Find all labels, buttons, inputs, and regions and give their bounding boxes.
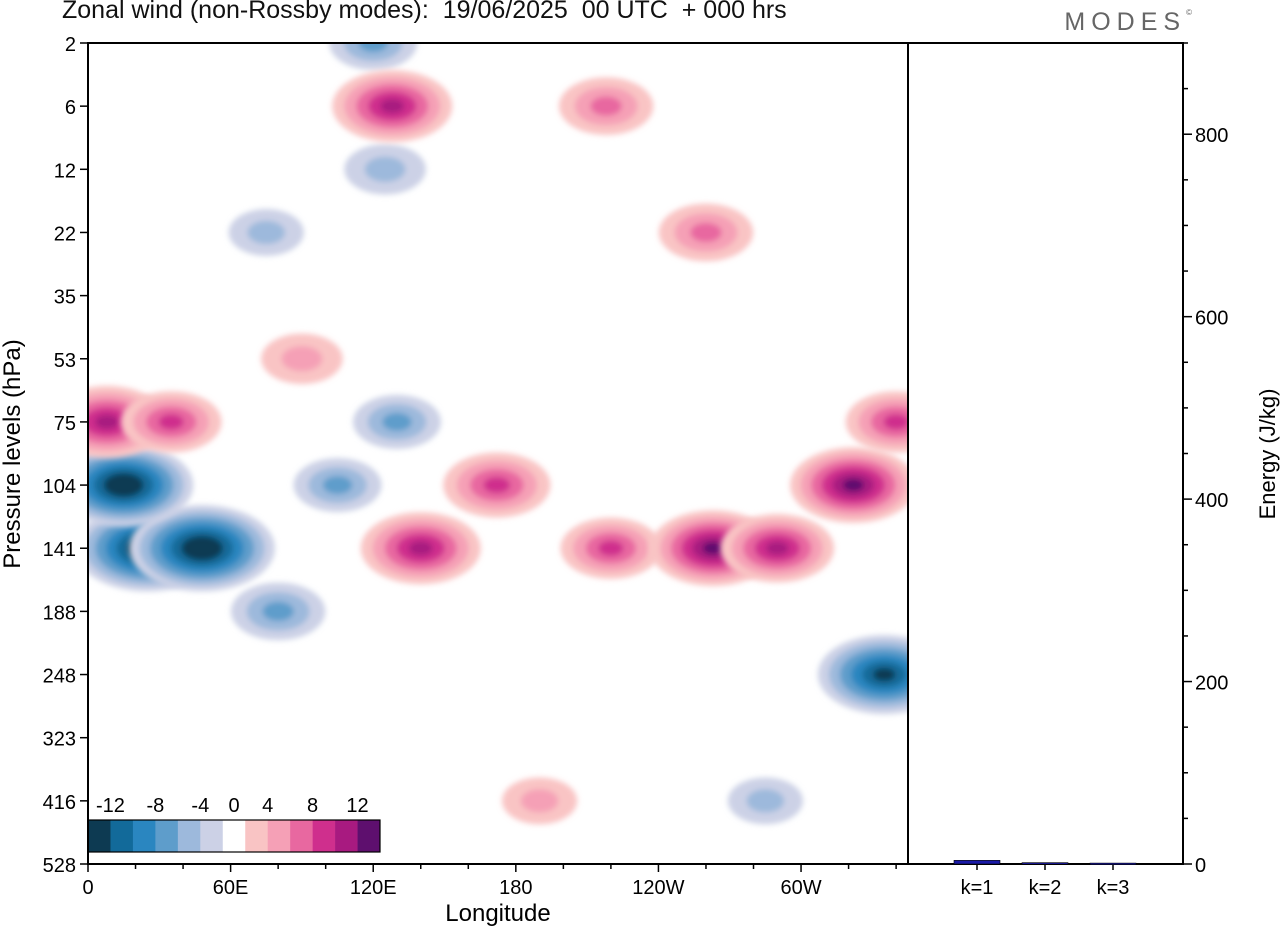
heatmap-feature (790, 447, 908, 523)
heatmap-feature (558, 77, 654, 135)
heatmap-feature (329, 43, 418, 70)
colorbar-label: 0 (228, 795, 239, 817)
energy-tick-label: 0 (1195, 855, 1206, 877)
y-tick-label: 35 (54, 287, 76, 309)
colorbar-swatch (88, 820, 111, 852)
y-tick-label: 141 (43, 539, 76, 561)
x-tick-label: 60W (780, 877, 821, 899)
colorbar-swatch (110, 820, 134, 852)
heatmap-feature (720, 514, 835, 583)
x-tick-label: 180 (499, 877, 532, 899)
heatmap-feature (228, 209, 304, 256)
heatmap-field (88, 43, 908, 825)
heatmap-feature (560, 517, 662, 579)
y-tick-label: 75 (54, 413, 76, 435)
colorbar-swatch (267, 820, 291, 852)
colorbar: -12 -8 -4 0 4 8 12 (86, 782, 382, 856)
colorbar-label: 4 (262, 795, 273, 817)
energy-category-label: k=1 (961, 877, 994, 899)
energy-frame (907, 42, 1184, 865)
colorbar-swatch (335, 820, 358, 852)
heatmap-feature (352, 394, 441, 449)
energy-bars: k=1 k=2 k=3 (953, 860, 1137, 899)
colorbar-label: 12 (346, 795, 368, 817)
colorbar-label: 8 (307, 795, 318, 817)
heatmap-feature (727, 777, 803, 825)
heatmap-feature (88, 443, 194, 527)
y-tick-label: 22 (54, 223, 76, 245)
x-tick-label: 0 (82, 877, 93, 899)
y-tick-label: 323 (43, 729, 76, 751)
energy-category-label: k=3 (1097, 877, 1130, 899)
heatmap-feature (817, 634, 908, 715)
brand-logo: MODES© (1064, 8, 1192, 37)
brand-logo-text: MODES (1064, 8, 1187, 36)
energy-tick-label: 400 (1195, 490, 1228, 512)
y-tick-label: 53 (54, 350, 76, 372)
colorbar-swatch (222, 820, 246, 852)
chart-title: Zonal wind (non-Rossby modes): 19/06/202… (62, 0, 787, 24)
heatmap-feature (129, 505, 275, 592)
colorbar-label: -8 (146, 795, 164, 817)
y-tick-label: 2 (65, 34, 76, 56)
x-axis-label: Longitude (445, 900, 550, 927)
x-tick-label: 60E (213, 877, 249, 899)
colorbar-swatch (312, 820, 336, 852)
energy-tick-label: 800 (1195, 125, 1228, 147)
brand-logo-mark: © (1186, 8, 1192, 17)
heatmap-feature (261, 333, 343, 384)
y-axis-label: Pressure levels (hPa) (0, 339, 26, 568)
colorbar-swatch (200, 820, 224, 852)
colorbar-swatch (290, 820, 313, 852)
heatmap-feature (230, 582, 326, 641)
y-tick-label: 188 (43, 602, 76, 624)
colorbar-swatch (245, 820, 268, 852)
energy-bar (1089, 862, 1137, 865)
y-tick-label: 528 (43, 855, 76, 877)
heatmap-feature (332, 70, 453, 143)
y-tick-label: 12 (54, 160, 76, 182)
heatmap-feature (658, 203, 754, 262)
energy-tick-label: 600 (1195, 308, 1228, 330)
energy-category-label: k=2 (1029, 877, 1062, 899)
heatmap-feature (501, 777, 578, 825)
x-tick-label: 120E (350, 877, 397, 899)
heatmap-feature (360, 512, 481, 585)
colorbar-label: -12 (96, 795, 125, 817)
energy-bar (953, 860, 1001, 865)
colorbar-swatch (155, 820, 179, 852)
y-tick-label: 104 (43, 476, 76, 498)
y-tick-label: 416 (43, 792, 76, 814)
energy-tick-label: 200 (1195, 673, 1228, 695)
y-tick-label: 248 (43, 666, 76, 688)
colorbar-swatch (357, 820, 381, 852)
energy-bar (1021, 862, 1069, 865)
energy-axis-label: Energy (J/kg) (1255, 389, 1280, 520)
colorbar-swatch (132, 820, 156, 852)
x-tick-label: 120W (632, 877, 684, 899)
heatmap-feature (120, 391, 222, 453)
heatmap-feature (293, 458, 382, 513)
y-tick-label: 6 (65, 97, 76, 119)
heatmap-feature (845, 391, 908, 453)
heatmap-feature (443, 452, 551, 518)
heatmap-feature (344, 144, 426, 195)
colorbar-label: -4 (191, 795, 209, 817)
colorbar-swatch (177, 820, 201, 852)
